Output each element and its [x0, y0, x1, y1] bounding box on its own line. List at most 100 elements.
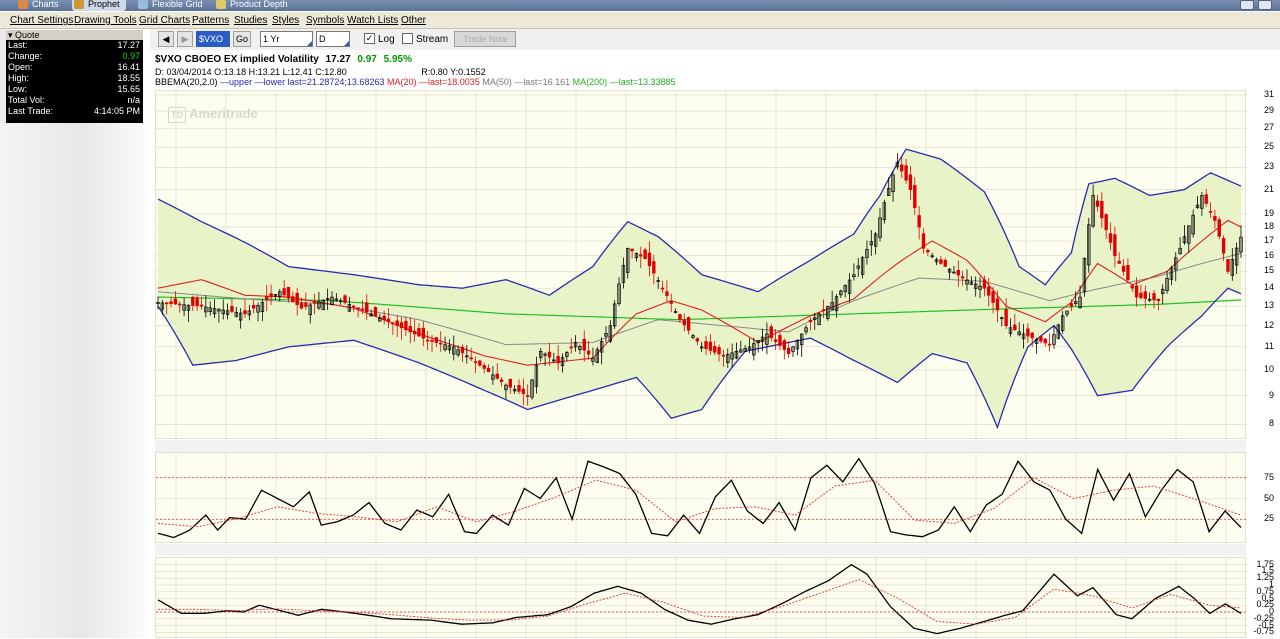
- candle-body: [630, 248, 634, 252]
- candle-body: [634, 253, 639, 259]
- candle-body: [499, 379, 504, 383]
- candle-body: [1165, 277, 1169, 291]
- tab-prophet[interactable]: Prophet: [72, 0, 126, 11]
- price-tick-label: 8: [1268, 418, 1274, 429]
- menu-chart-settings[interactable]: Chart Settings: [10, 15, 74, 26]
- menu-grid-charts[interactable]: Grid Charts: [139, 15, 191, 26]
- ohlc-line: D: 03/04/2014 O:13.18 H:13.21 L:12.41 C:…: [155, 67, 486, 77]
- panel-separator[interactable]: [155, 440, 1246, 452]
- candle-body: [434, 337, 439, 343]
- candle-body: [278, 291, 282, 298]
- candle-body: [965, 279, 969, 285]
- aggregation-select[interactable]: D: [316, 31, 350, 47]
- ohlc-open: O:13.18: [214, 67, 247, 77]
- candle-body: [747, 346, 752, 350]
- candle-body: [573, 342, 578, 348]
- legend-upper-label: upper: [229, 77, 253, 87]
- oscillator-tick-label: 0.5: [1261, 592, 1274, 603]
- oscillator-tick-label: 0: [1268, 606, 1274, 617]
- candle-body: [760, 336, 765, 342]
- oscillator-tick-label: 0.75: [1256, 585, 1274, 596]
- candle-body: [539, 350, 543, 358]
- candle-body: [900, 164, 904, 172]
- candle-body: [1169, 267, 1174, 280]
- candle-body: [1204, 194, 1208, 204]
- chart-change-pct: 5.95%: [383, 54, 412, 65]
- price-chart-panel[interactable]: TD Ameritrade: [155, 90, 1247, 440]
- menu-studies[interactable]: Studies: [234, 15, 268, 26]
- menu-symbols[interactable]: Symbols: [306, 15, 345, 26]
- candle-body: [691, 335, 695, 338]
- tab-charts[interactable]: Charts: [16, 0, 59, 11]
- candle-body: [343, 295, 347, 303]
- stream-checkbox[interactable]: [402, 33, 413, 44]
- back-button[interactable]: ◀: [158, 31, 174, 47]
- candle-body: [412, 330, 417, 335]
- go-button[interactable]: Go: [233, 31, 251, 47]
- candle-body: [921, 233, 926, 249]
- symbol-input[interactable]: [196, 31, 230, 47]
- menu-patterns[interactable]: Patterns: [192, 15, 230, 26]
- candle-body: [987, 286, 991, 296]
- candle-body: [786, 347, 791, 354]
- forward-button[interactable]: ▶: [177, 31, 193, 47]
- candle-body: [230, 306, 234, 312]
- oscillator-tick-label: 75: [1263, 471, 1274, 482]
- price-tick-label: 21: [1263, 183, 1274, 194]
- candle-body: [1221, 238, 1226, 254]
- quote-label: Last Trade:: [8, 106, 54, 116]
- candle-body: [713, 346, 717, 353]
- candle-body: [212, 308, 217, 315]
- candle-body: [1191, 214, 1195, 235]
- stochastic-panel[interactable]: [155, 452, 1247, 544]
- studies-legend: BBEMA(20,2.0) —upper —lower last=21.2872…: [155, 77, 676, 87]
- candle-body: [991, 291, 995, 303]
- candle-body: [439, 342, 443, 345]
- quote-label: Open:: [8, 62, 33, 72]
- candle-body: [460, 346, 465, 354]
- candle-body: [404, 320, 408, 331]
- collapse-triangle-icon[interactable]: ▾: [8, 30, 13, 40]
- candle-body: [247, 310, 252, 316]
- candle-body: [969, 281, 974, 285]
- price-axis[interactable]: 8 9 10 11 12 13 14 15 16 17 18 19 21 23 25 27 29 31: [1246, 89, 1280, 439]
- oscillator-axis[interactable]: -0.75 -0.5 -0.25 0 0.25 0.5 0.75 1 1.25 1.5 1.75: [1246, 557, 1280, 638]
- candle-body: [547, 351, 552, 358]
- candle-body: [599, 341, 604, 353]
- oscillator-line: [157, 457, 1242, 539]
- period-select[interactable]: 1 Yr: [260, 31, 313, 47]
- candle-body: [169, 301, 173, 304]
- candle-body: [1213, 215, 1217, 221]
- tab-product-depth[interactable]: Product Depth: [214, 0, 288, 11]
- candle-body: [156, 302, 160, 304]
- stochastic-axis[interactable]: 25 50 75: [1246, 452, 1280, 543]
- candle-body: [656, 280, 660, 282]
- candle-body: [878, 217, 882, 238]
- menu-drawing-tools[interactable]: Drawing Tools: [74, 15, 137, 26]
- candle-body: [926, 249, 930, 253]
- candle-body: [1182, 236, 1187, 244]
- quote-header[interactable]: ▾ Quote: [6, 30, 143, 40]
- tab-flexible-grid[interactable]: Flexible Grid: [136, 0, 203, 11]
- quote-value: 4:14:05 PM: [93, 106, 140, 116]
- menu-styles[interactable]: Styles: [272, 15, 300, 26]
- window-close-button[interactable]: [1258, 0, 1272, 10]
- left-panel-background: [0, 123, 150, 638]
- candle-body: [543, 353, 547, 356]
- chart-title-line: $VXO CBOEO EX implied Volatility 17.27 0…: [155, 54, 412, 65]
- panel-separator[interactable]: [155, 544, 1246, 556]
- window-restore-button[interactable]: [1240, 0, 1254, 10]
- legend-ma200: MA(200): [572, 77, 608, 87]
- candle-body: [217, 308, 221, 312]
- quote-label: Last:: [8, 40, 28, 50]
- log-checkbox[interactable]: ✓: [364, 33, 375, 44]
- candle-body: [1147, 298, 1152, 301]
- menu-other[interactable]: Other: [401, 15, 427, 26]
- quote-panel: ▾ Quote Last: 17.27 Change: 0.97 Open: 1…: [6, 30, 143, 123]
- candle-body: [930, 255, 934, 258]
- candle-body: [721, 354, 726, 357]
- menu-watch-lists[interactable]: Watch Lists: [347, 15, 399, 26]
- trade-now-button[interactable]: Trade Now: [454, 31, 516, 47]
- arrow-right-icon: ▶: [181, 34, 189, 44]
- oscillator-panel[interactable]: [155, 557, 1247, 639]
